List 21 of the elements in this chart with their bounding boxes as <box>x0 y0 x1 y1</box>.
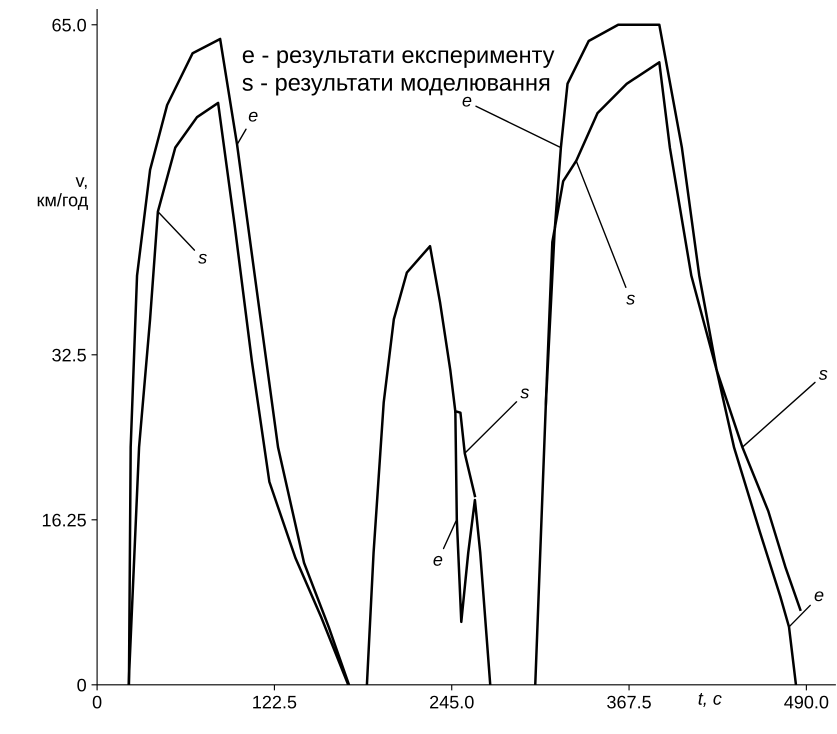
annotation: s <box>198 254 207 264</box>
annotation: e <box>462 96 472 107</box>
annotation: s <box>626 294 635 305</box>
annotation: s - результати моделювання <box>242 78 550 96</box>
x-tick-label: 245.0 <box>430 696 474 708</box>
y-tick-label: 32.5 <box>52 348 86 362</box>
y-tick-label: 16.25 <box>42 514 86 527</box>
annotation: e <box>814 591 824 602</box>
y-axis-title: v, км/год <box>38 177 88 210</box>
y-tick-label: 0 <box>77 678 86 692</box>
x-tick-label: 122.5 <box>253 696 296 708</box>
x-axis-title: t, с <box>698 692 722 707</box>
annotation: s <box>520 388 529 398</box>
x-tick-label: 490.0 <box>784 696 828 708</box>
annotation: s <box>818 370 828 380</box>
annotation: e <box>433 556 442 566</box>
x-tick-label: 367.5 <box>607 696 651 708</box>
x-tick-label: 0 <box>92 696 102 708</box>
annotation: e <box>248 112 258 122</box>
annotation: e - результати експерименту <box>242 50 554 68</box>
y-tick-label: 65.0 <box>52 18 86 32</box>
